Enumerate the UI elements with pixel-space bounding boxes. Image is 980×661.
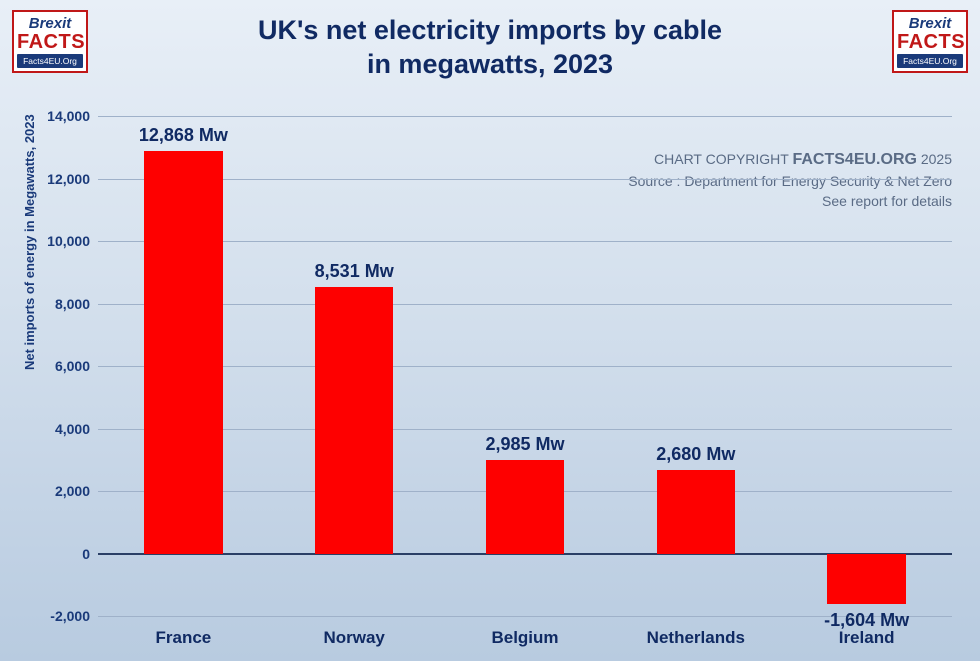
grid-line <box>98 304 952 305</box>
y-tick-label: 0 <box>10 546 90 562</box>
chart-title-line2: in megawatts, 2023 <box>0 48 980 82</box>
y-tick-label: 12,000 <box>10 171 90 187</box>
bar-value-label: 2,680 Mw <box>656 444 735 465</box>
bar <box>144 151 223 553</box>
bar-value-label: 12,868 Mw <box>139 125 228 146</box>
grid-line <box>98 366 952 367</box>
x-category-label: Belgium <box>491 628 558 648</box>
chart-title-line1: UK's net electricity imports by cable <box>0 14 980 48</box>
bar <box>486 460 565 553</box>
grid-line <box>98 116 952 117</box>
x-category-label: Norway <box>323 628 384 648</box>
grid-line <box>98 179 952 180</box>
y-tick-label: 10,000 <box>10 233 90 249</box>
y-tick-label: 2,000 <box>10 483 90 499</box>
bar <box>657 470 736 554</box>
y-tick-label: 8,000 <box>10 296 90 312</box>
bar <box>315 287 394 554</box>
y-tick-label: 14,000 <box>10 108 90 124</box>
grid-line <box>98 429 952 430</box>
x-category-label: France <box>156 628 212 648</box>
plot-area: 14,00012,00010,0008,0006,0004,0002,0000-… <box>98 116 952 616</box>
chart-title: UK's net electricity imports by cable in… <box>0 14 980 82</box>
bar-value-label: 8,531 Mw <box>315 261 394 282</box>
grid-line <box>98 241 952 242</box>
y-tick-label: 6,000 <box>10 358 90 374</box>
bar <box>827 554 906 604</box>
y-tick-label: 4,000 <box>10 421 90 437</box>
x-category-label: Netherlands <box>647 628 745 648</box>
x-category-label: Ireland <box>839 628 895 648</box>
bar-value-label: 2,985 Mw <box>485 434 564 455</box>
y-tick-label: -2,000 <box>10 608 90 624</box>
